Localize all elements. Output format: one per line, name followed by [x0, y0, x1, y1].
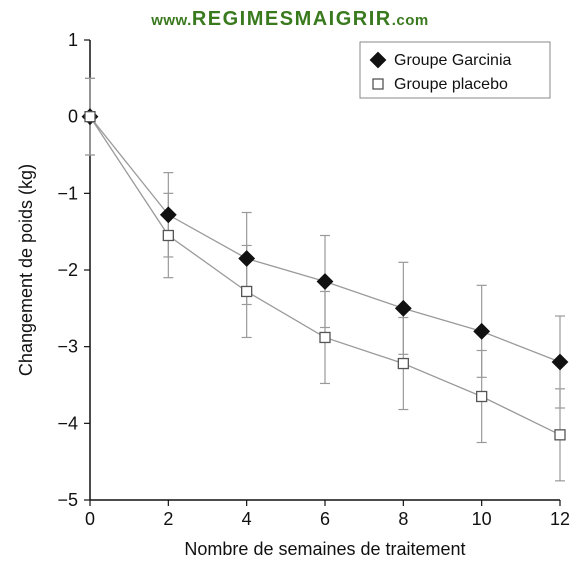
ytick-label: −2	[57, 260, 78, 280]
chart-svg: −5−4−3−2−101024681012Nombre de semaines …	[0, 0, 580, 570]
xtick-label: 8	[398, 509, 408, 529]
ytick-label: 1	[68, 30, 78, 50]
square-marker	[320, 332, 330, 342]
ytick-label: 0	[68, 107, 78, 127]
ytick-label: −5	[57, 490, 78, 510]
diamond-marker	[474, 324, 489, 339]
chart-container: www.REGIMESMAIGRIR.com −5−4−3−2−10102468…	[0, 0, 580, 570]
square-marker	[373, 79, 383, 89]
legend-label: Groupe placebo	[394, 76, 508, 93]
diamond-marker	[317, 274, 332, 289]
xtick-label: 0	[85, 509, 95, 529]
square-marker	[163, 231, 173, 241]
xtick-label: 10	[472, 509, 492, 529]
xtick-label: 2	[163, 509, 173, 529]
xtick-label: 12	[550, 509, 570, 529]
xtick-label: 4	[242, 509, 252, 529]
ytick-label: −1	[57, 183, 78, 203]
y-axis-label: Changement de poids (kg)	[16, 164, 36, 376]
ytick-label: −4	[57, 413, 78, 433]
legend-label: Groupe Garcinia	[394, 52, 511, 69]
diamond-marker	[239, 251, 254, 266]
ytick-label: −3	[57, 337, 78, 357]
x-axis-label: Nombre de semaines de traitement	[184, 539, 465, 559]
square-marker	[555, 430, 565, 440]
xtick-label: 6	[320, 509, 330, 529]
diamond-marker	[396, 301, 411, 316]
watermark-brand: REGIMESMAIGRIR	[192, 8, 392, 30]
watermark-www: www.	[151, 12, 192, 29]
diamond-marker	[161, 207, 176, 222]
watermark-com: com	[396, 12, 428, 29]
diamond-marker	[552, 354, 567, 369]
square-marker	[85, 112, 95, 122]
square-marker	[477, 392, 487, 402]
square-marker	[242, 286, 252, 296]
square-marker	[398, 359, 408, 369]
watermark: www.REGIMESMAIGRIR.com	[0, 8, 580, 31]
